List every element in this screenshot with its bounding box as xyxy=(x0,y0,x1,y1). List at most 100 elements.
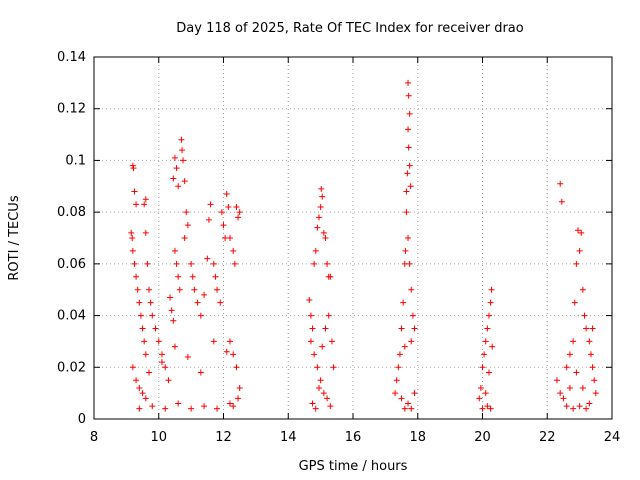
data-point xyxy=(136,299,143,306)
data-point xyxy=(235,395,242,402)
data-point xyxy=(312,247,319,254)
data-point xyxy=(131,188,138,195)
data-point xyxy=(589,325,596,332)
y-tick-label: 0.1 xyxy=(65,153,86,168)
data-point xyxy=(171,247,178,254)
data-point xyxy=(485,369,492,376)
data-point xyxy=(576,403,583,410)
data-point xyxy=(226,400,233,407)
data-point xyxy=(583,325,590,332)
data-point xyxy=(137,312,144,319)
data-point xyxy=(189,273,196,280)
data-point xyxy=(214,286,221,293)
y-tick-label: 0.08 xyxy=(57,205,86,220)
data-point xyxy=(405,126,412,133)
data-point xyxy=(405,79,412,86)
data-point xyxy=(167,294,174,301)
data-point xyxy=(319,343,326,350)
data-point xyxy=(579,384,586,391)
data-point xyxy=(573,369,580,376)
data-point xyxy=(158,351,165,358)
data-point xyxy=(171,343,178,350)
data-point xyxy=(197,312,204,319)
grid-lines xyxy=(94,57,612,419)
data-point xyxy=(142,395,149,402)
data-point xyxy=(179,147,186,154)
y-axis-label: ROTI / TECUs xyxy=(7,195,22,280)
data-point xyxy=(188,405,195,412)
data-point xyxy=(149,312,156,319)
data-point xyxy=(398,395,405,402)
x-tick-label: 16 xyxy=(345,430,362,445)
data-point xyxy=(170,317,177,324)
data-point xyxy=(566,384,573,391)
data-point xyxy=(482,390,489,397)
data-point xyxy=(312,405,319,412)
data-point xyxy=(170,175,177,182)
data-point xyxy=(563,403,570,410)
data-point xyxy=(314,364,321,371)
data-point xyxy=(482,338,489,345)
axis-ticks: 0 0.02 0.04 0.06 0.08 0.1 0.12 0.14 8 10 12 14 16 18 2… xyxy=(57,50,620,445)
data-point xyxy=(589,364,596,371)
y-tick-label: 0 xyxy=(78,412,86,427)
data-point xyxy=(311,260,318,267)
y-tick-label: 0.12 xyxy=(57,102,86,117)
data-point xyxy=(487,405,494,412)
data-point xyxy=(175,183,182,190)
data-point xyxy=(405,400,412,407)
data-point xyxy=(403,209,410,216)
data-point xyxy=(322,235,329,241)
data-point xyxy=(136,384,143,391)
data-point xyxy=(587,351,594,358)
plot-border xyxy=(93,56,613,420)
data-point xyxy=(322,325,329,332)
data-point xyxy=(591,377,598,384)
data-point xyxy=(477,384,484,391)
data-point xyxy=(484,325,491,332)
data-point xyxy=(411,390,418,397)
data-point xyxy=(325,312,332,319)
data-point xyxy=(316,214,323,221)
data-point xyxy=(223,191,230,198)
data-point xyxy=(201,403,208,410)
data-point xyxy=(401,343,408,350)
data-point xyxy=(162,405,169,412)
data-point xyxy=(162,364,169,371)
data-point xyxy=(180,157,187,164)
chart-title: Day 118 of 2025, Rate Of TEC Index for r… xyxy=(176,21,523,36)
data-point xyxy=(233,203,240,210)
data-point xyxy=(235,214,242,221)
data-point xyxy=(184,353,191,360)
data-point xyxy=(147,299,154,306)
data-point xyxy=(406,162,413,169)
data-point xyxy=(581,312,588,319)
data-point xyxy=(484,403,491,410)
data-point xyxy=(188,260,195,267)
data-point xyxy=(155,338,162,345)
data-point xyxy=(405,92,412,99)
data-point xyxy=(570,405,577,412)
data-point xyxy=(205,216,212,223)
data-point xyxy=(327,403,334,410)
data-point xyxy=(129,364,136,371)
data-point xyxy=(311,351,318,358)
data-point xyxy=(327,273,334,280)
data-point xyxy=(168,307,175,314)
data-point xyxy=(563,364,570,371)
y-tick-label: 0.04 xyxy=(57,309,86,324)
x-tick-label: 14 xyxy=(280,430,297,445)
data-point xyxy=(133,273,140,280)
data-point xyxy=(184,222,191,229)
data-point xyxy=(309,400,316,407)
data-point xyxy=(136,405,143,412)
data-point xyxy=(146,369,153,376)
data-point xyxy=(487,299,494,306)
data-point xyxy=(408,338,415,345)
x-axis-label: GPS time / hours xyxy=(299,459,408,474)
data-point xyxy=(324,395,331,402)
data-point xyxy=(210,260,217,267)
data-point xyxy=(401,405,408,412)
data-point xyxy=(142,196,149,203)
data-point xyxy=(320,229,327,236)
